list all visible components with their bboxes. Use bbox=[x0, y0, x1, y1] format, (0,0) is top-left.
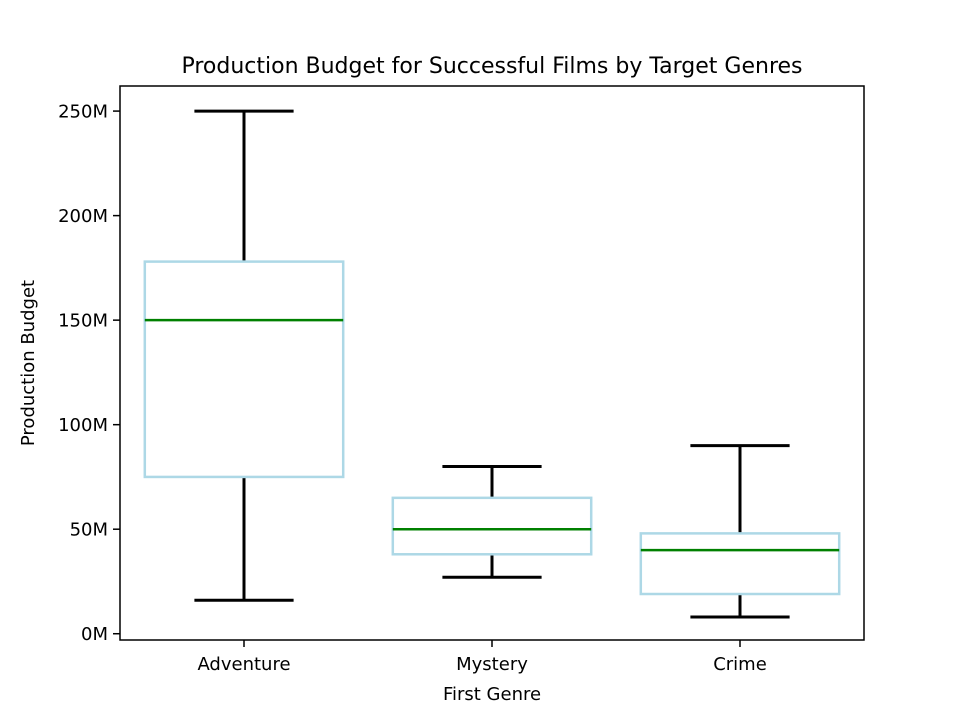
y-tick-label: 50M bbox=[70, 520, 108, 541]
chart-title: Production Budget for Successful Films b… bbox=[181, 54, 802, 79]
y-tick-label: 200M bbox=[58, 206, 108, 227]
y-tick-label: 0M bbox=[81, 624, 108, 645]
x-tick-label: Mystery bbox=[456, 654, 528, 675]
box-body bbox=[639, 532, 841, 596]
y-tick-label: 250M bbox=[58, 102, 108, 123]
box-group bbox=[391, 464, 593, 579]
box-body bbox=[391, 496, 593, 556]
x-tick-label: Adventure bbox=[197, 654, 290, 675]
x-axis-label: First Genre bbox=[443, 684, 541, 705]
x-axis: Adventure Mystery Crime bbox=[197, 640, 767, 675]
box-body bbox=[143, 260, 345, 479]
plot-area bbox=[143, 109, 841, 619]
y-tick-label: 100M bbox=[58, 415, 108, 436]
box-group bbox=[639, 444, 841, 619]
box-group bbox=[143, 109, 345, 602]
y-axis: 0M 50M 100M 150M 200M 250M bbox=[58, 102, 120, 645]
y-axis-label: Production Budget bbox=[18, 280, 39, 446]
y-tick-label: 150M bbox=[58, 311, 108, 332]
x-tick-label: Crime bbox=[713, 654, 767, 675]
